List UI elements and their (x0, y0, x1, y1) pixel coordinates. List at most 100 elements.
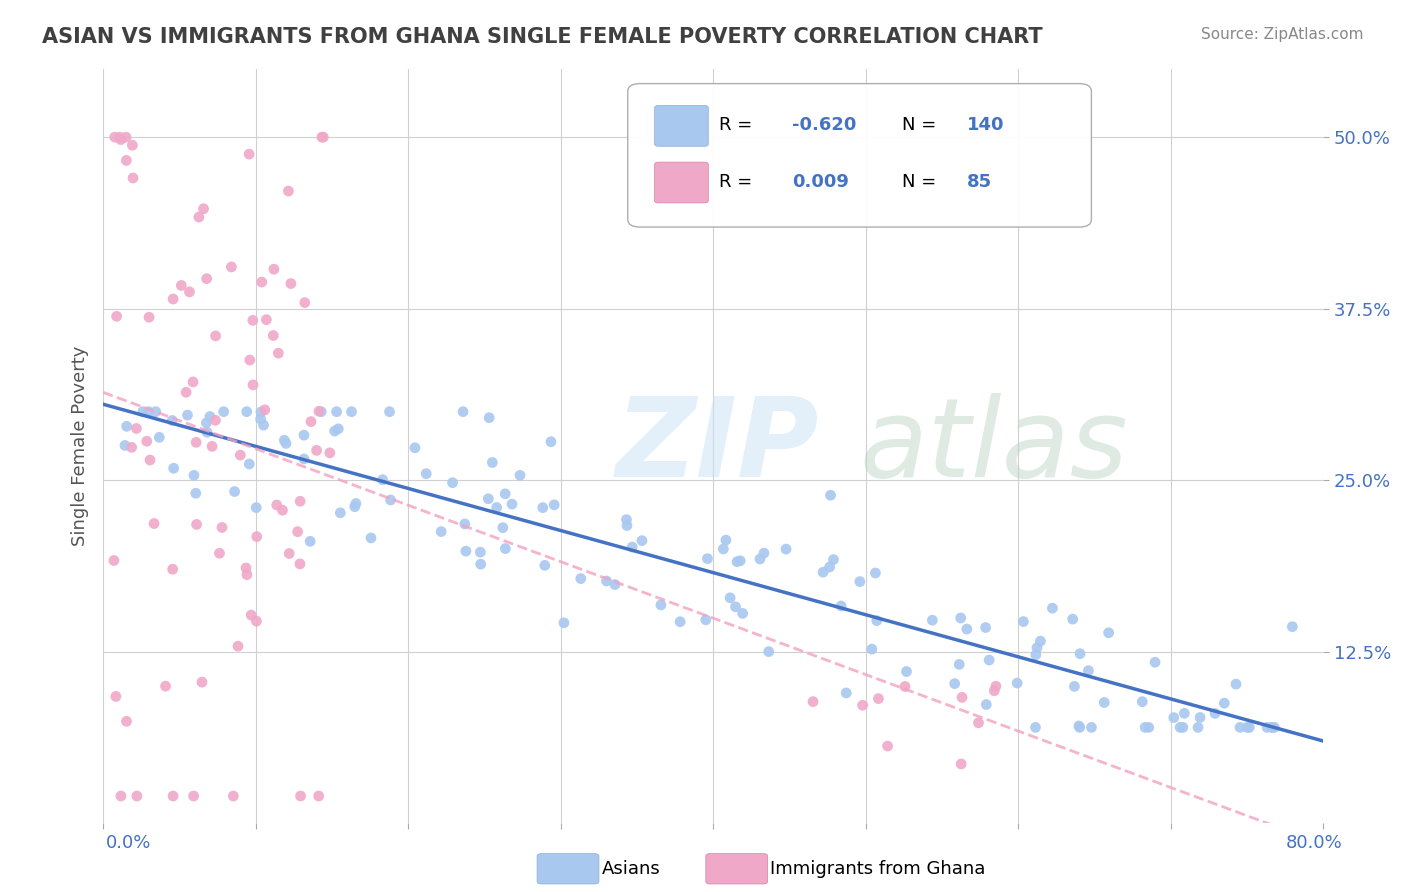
Point (115, 130, 138, 145)
Point (288, 557, 311, 571)
Point (974, 621, 997, 635)
Point (290, 789, 312, 803)
Point (569, 572, 592, 586)
Point (179, 285, 201, 299)
Point (956, 622, 979, 636)
Point (323, 424, 346, 438)
Point (1042, 601, 1064, 615)
Point (896, 665, 918, 679)
Point (714, 533, 737, 547)
Point (108, 130, 131, 145)
Point (162, 562, 184, 576)
Point (830, 599, 852, 613)
Point (728, 554, 751, 568)
Point (294, 295, 316, 310)
Point (650, 598, 672, 612)
Point (299, 534, 322, 549)
Point (242, 313, 264, 327)
Point (212, 405, 235, 419)
Point (1080, 720, 1102, 734)
Point (125, 421, 148, 435)
Point (477, 491, 499, 506)
Point (1261, 720, 1284, 734)
Point (204, 329, 226, 343)
Point (801, 695, 824, 709)
Point (501, 497, 523, 511)
Point (1171, 720, 1194, 734)
Point (823, 552, 845, 566)
Point (1092, 696, 1115, 710)
Point (835, 686, 858, 700)
Point (121, 138, 143, 153)
Point (1062, 612, 1084, 626)
Text: 80.0%: 80.0% (1286, 834, 1343, 852)
Point (278, 547, 301, 561)
Point (288, 494, 311, 508)
Point (378, 405, 401, 419)
Text: 0.0%: 0.0% (105, 834, 150, 852)
Point (603, 577, 626, 591)
Point (186, 517, 208, 532)
Point (1163, 711, 1185, 725)
Point (454, 516, 477, 531)
Point (950, 690, 973, 705)
Point (481, 455, 503, 469)
Point (948, 657, 970, 672)
Point (305, 443, 328, 458)
Point (1012, 615, 1035, 629)
Point (253, 402, 276, 417)
Point (868, 691, 890, 706)
Point (1213, 696, 1236, 710)
Point (104, 130, 127, 145)
Point (292, 428, 315, 442)
Point (344, 496, 367, 510)
Point (235, 561, 257, 575)
Text: 85: 85 (967, 173, 993, 191)
Point (1069, 647, 1091, 661)
Point (193, 202, 215, 216)
Point (531, 500, 554, 515)
Point (262, 328, 284, 343)
Point (921, 613, 943, 627)
Point (229, 448, 252, 462)
Point (1137, 720, 1160, 734)
Point (139, 453, 162, 467)
Point (240, 608, 263, 623)
Text: -0.620: -0.620 (793, 116, 856, 134)
Point (201, 439, 224, 453)
Point (1024, 720, 1046, 734)
Point (145, 405, 167, 419)
Point (852, 698, 875, 713)
Point (404, 441, 426, 455)
Point (540, 434, 562, 449)
Point (135, 434, 157, 449)
Point (631, 533, 654, 548)
Point (454, 544, 477, 558)
Point (195, 425, 218, 440)
Point (1239, 720, 1261, 734)
Point (818, 560, 841, 574)
Point (250, 275, 273, 289)
Point (860, 642, 883, 657)
Point (104, 690, 127, 704)
Point (415, 467, 437, 481)
Point (235, 405, 257, 419)
Point (1098, 625, 1121, 640)
Point (1029, 634, 1052, 648)
Text: Asians: Asians (602, 860, 661, 878)
Point (1168, 720, 1191, 734)
Point (866, 614, 889, 628)
Point (267, 346, 290, 360)
Point (1133, 720, 1156, 734)
Point (309, 405, 332, 419)
Point (1261, 720, 1284, 734)
Point (176, 408, 198, 422)
Point (1263, 720, 1285, 734)
Point (470, 557, 492, 571)
Point (308, 404, 330, 418)
Point (328, 422, 350, 436)
Point (115, 714, 138, 729)
Point (1187, 720, 1209, 734)
Point (696, 551, 718, 566)
Point (441, 475, 464, 490)
